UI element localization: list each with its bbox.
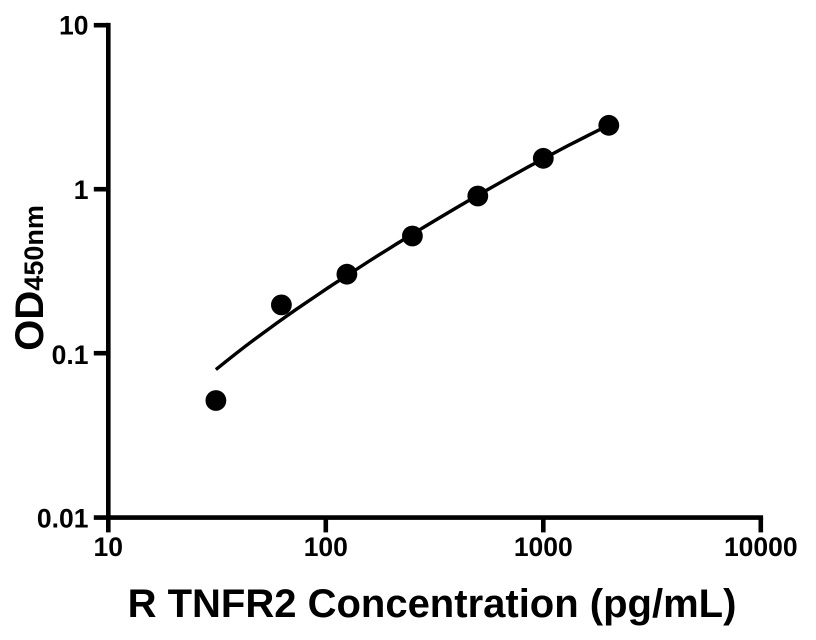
svg-text:0.1: 0.1 (52, 340, 89, 370)
svg-text:10: 10 (59, 10, 88, 40)
svg-text:10000: 10000 (724, 532, 798, 562)
svg-text:1: 1 (74, 175, 89, 205)
svg-text:R TNFR2 Concentration (pg/mL): R TNFR2 Concentration (pg/mL) (128, 582, 737, 626)
svg-text:1000: 1000 (514, 532, 573, 562)
svg-text:10: 10 (94, 532, 123, 562)
svg-text:0.01: 0.01 (37, 503, 89, 533)
svg-text:100: 100 (304, 532, 348, 562)
